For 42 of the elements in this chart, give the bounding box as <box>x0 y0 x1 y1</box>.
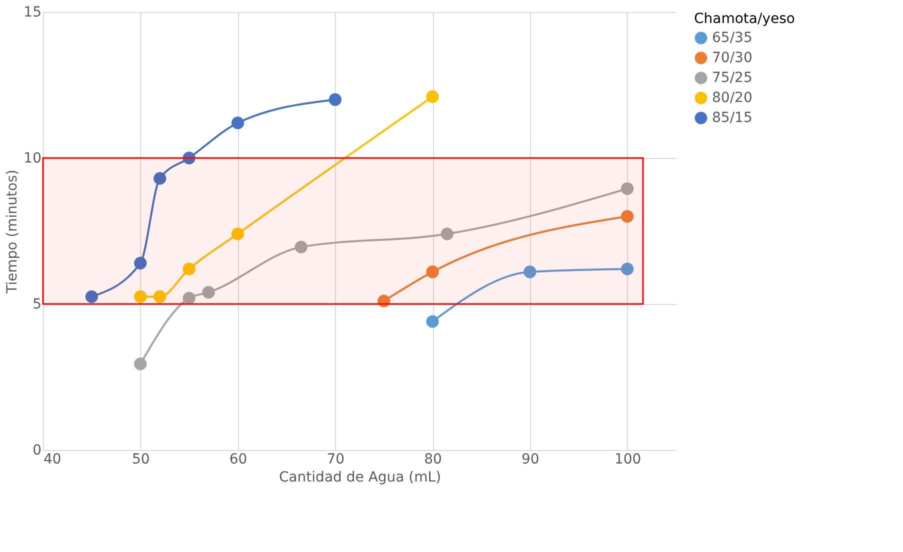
legend-label: 85/15 <box>712 110 752 126</box>
point <box>85 290 98 304</box>
point <box>440 228 454 240</box>
x-tick-label: 90 <box>522 452 540 468</box>
point <box>426 266 439 278</box>
y-axis-title: Tiempo (minutos) <box>4 170 21 294</box>
point <box>202 286 215 299</box>
point <box>524 266 536 278</box>
point <box>231 228 244 240</box>
point <box>134 290 147 304</box>
point <box>231 116 244 130</box>
legend-label: 65/35 <box>712 30 752 46</box>
point <box>182 262 196 276</box>
y-tick-label: 10 <box>24 150 42 166</box>
point <box>620 262 634 276</box>
y-tick-label: 5 <box>32 296 42 312</box>
point <box>134 256 147 270</box>
point <box>182 292 196 304</box>
point <box>294 240 308 254</box>
point <box>154 290 166 304</box>
x-tick-label: 100 <box>614 452 642 468</box>
legend-label: 70/30 <box>712 50 752 66</box>
x-axis-title: Cantidad de Agua (mL) <box>278 470 442 486</box>
legend-label: 75/25 <box>712 70 752 86</box>
legend-title: Chamota/yeso <box>694 11 795 27</box>
y-tick-label: 15 <box>24 4 42 20</box>
point <box>620 210 634 223</box>
x-tick-label: 60 <box>229 452 248 468</box>
point <box>378 294 390 308</box>
point <box>154 172 166 185</box>
x-tick-label: 40 <box>44 452 62 468</box>
point <box>620 182 634 195</box>
point <box>182 152 196 164</box>
x-tick-label: 80 <box>424 452 442 468</box>
point <box>426 90 439 103</box>
legend-label: 80/20 <box>712 90 752 106</box>
y-tick-label: 0 <box>32 442 42 458</box>
point <box>134 358 147 370</box>
x-tick-label: 70 <box>326 452 345 468</box>
point <box>426 315 439 328</box>
point <box>328 93 342 106</box>
x-tick-label: 50 <box>132 452 150 468</box>
